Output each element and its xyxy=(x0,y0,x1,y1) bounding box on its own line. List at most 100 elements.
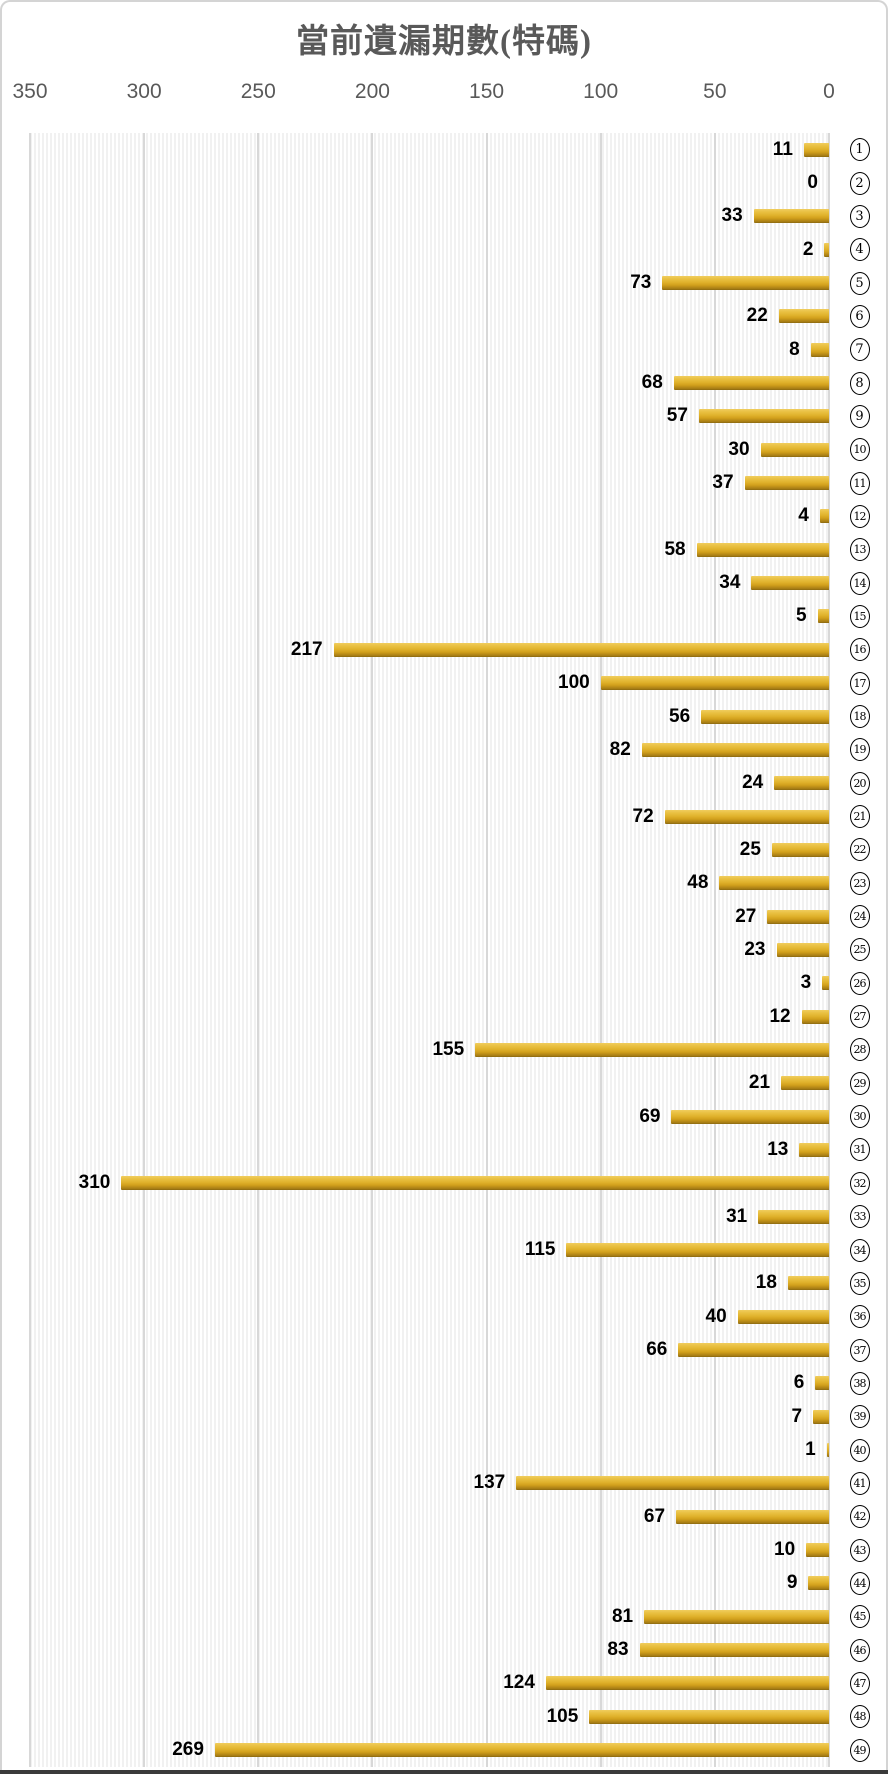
category-label: 39 xyxy=(849,1405,870,1429)
bar-value-label: 12 xyxy=(769,1005,791,1027)
category-cell: 15 xyxy=(849,600,870,633)
category-cell: 35 xyxy=(849,1267,870,1300)
bar-value-label: 115 xyxy=(524,1239,556,1261)
x-tick-label: 100 xyxy=(583,80,619,103)
bar xyxy=(696,542,829,557)
bar-value-label: 30 xyxy=(728,438,750,460)
category-label: 3 xyxy=(849,204,870,228)
category-cell: 2 xyxy=(849,166,870,199)
bar xyxy=(678,1343,829,1358)
chart-title: 當前遺漏期數(特碼) xyxy=(296,24,592,60)
bar-row: 48 xyxy=(30,867,829,900)
category-label: 12 xyxy=(849,504,870,528)
bar-value-label: 124 xyxy=(503,1672,535,1694)
bar xyxy=(641,742,829,757)
category-cell: 38 xyxy=(849,1367,870,1400)
bar-value-label: 31 xyxy=(726,1205,748,1227)
gridline xyxy=(257,133,260,1767)
category-label: 6 xyxy=(849,304,870,328)
category-cell: 37 xyxy=(849,1333,870,1366)
bar-row: 30 xyxy=(30,433,829,466)
bar-value-label: 217 xyxy=(290,638,323,660)
bar-value-label: 58 xyxy=(664,538,686,560)
bar-row: 73 xyxy=(30,266,829,299)
category-cell: 9 xyxy=(849,400,870,433)
x-tick-label: 0 xyxy=(823,80,835,103)
x-tick-label: 150 xyxy=(469,80,505,103)
x-tick-label: 350 xyxy=(12,80,48,103)
bar-value-label: 67 xyxy=(643,1505,666,1527)
category-cell: 3 xyxy=(849,200,870,233)
bar xyxy=(822,976,829,991)
bar xyxy=(810,342,829,357)
bar-row: 33 xyxy=(30,200,829,233)
bar-row: 0 xyxy=(30,166,829,199)
category-cell: 1 xyxy=(849,133,870,166)
bar xyxy=(737,1309,829,1324)
bar-value-label: 18 xyxy=(755,1272,777,1294)
category-label: 21 xyxy=(849,805,870,829)
bar xyxy=(813,1409,829,1424)
bar-value-label: 100 xyxy=(558,672,590,694)
bar-row: 4 xyxy=(30,500,829,533)
category-label: 24 xyxy=(849,905,870,929)
category-label: 7 xyxy=(849,338,870,362)
bar-value-label: 81 xyxy=(611,1605,634,1627)
bar-row: 105 xyxy=(30,1700,829,1733)
bar-value-label: 57 xyxy=(666,405,688,427)
category-label: 2 xyxy=(849,171,870,195)
category-cell: 4 xyxy=(849,233,870,266)
bar-row: 83 xyxy=(30,1633,829,1666)
x-tick-label: 300 xyxy=(126,80,162,103)
category-label: 37 xyxy=(849,1338,870,1362)
bar xyxy=(671,1109,829,1124)
category-cell: 29 xyxy=(849,1067,870,1100)
bar-row: 34 xyxy=(30,566,829,599)
category-label: 25 xyxy=(849,938,870,962)
category-cell: 11 xyxy=(849,466,870,499)
category-label: 16 xyxy=(849,638,870,662)
bar-value-label: 73 xyxy=(630,272,652,294)
category-cell: 7 xyxy=(849,333,870,366)
bar-value-label: 155 xyxy=(432,1038,465,1060)
bar-row: 1 xyxy=(30,1433,829,1466)
category-label: 34 xyxy=(849,1238,870,1262)
bar-row: 7 xyxy=(30,1400,829,1433)
category-label: 33 xyxy=(849,1205,870,1229)
category-cell: 46 xyxy=(849,1633,870,1666)
bar xyxy=(817,609,829,624)
category-cell: 33 xyxy=(849,1200,870,1233)
category-label: 36 xyxy=(849,1305,870,1329)
bar-value-label: 5 xyxy=(796,605,807,627)
bar-value-label: 7 xyxy=(791,1405,803,1427)
bar-row: 9 xyxy=(30,1567,829,1600)
bar xyxy=(676,1509,829,1524)
category-cell: 44 xyxy=(849,1567,870,1600)
bar-row: 66 xyxy=(30,1333,829,1366)
category-cell: 32 xyxy=(849,1167,870,1200)
bar-value-label: 4 xyxy=(798,505,809,527)
bar-value-label: 40 xyxy=(705,1305,727,1327)
bottom-window-edge xyxy=(0,1770,888,1774)
bar xyxy=(664,809,829,824)
category-cell: 22 xyxy=(849,833,870,866)
bar-row: 269 xyxy=(30,1734,829,1767)
gridline xyxy=(828,133,830,1767)
bar xyxy=(806,1543,829,1558)
category-cell: 8 xyxy=(849,366,870,399)
bar-value-label: 2 xyxy=(802,238,814,260)
category-label: 29 xyxy=(849,1071,870,1095)
bar xyxy=(787,1276,829,1291)
bar-row: 5 xyxy=(30,600,829,633)
category-cell: 25 xyxy=(849,933,870,966)
bar-value-label: 22 xyxy=(746,305,768,327)
bar-row: 11 xyxy=(30,133,829,166)
bar-row: 31 xyxy=(30,1200,829,1233)
bar-value-label: 69 xyxy=(639,1105,661,1127)
category-cell: 36 xyxy=(849,1300,870,1333)
bar xyxy=(698,409,829,424)
bar xyxy=(753,209,829,224)
bar xyxy=(803,142,829,157)
category-cell: 14 xyxy=(849,566,870,599)
